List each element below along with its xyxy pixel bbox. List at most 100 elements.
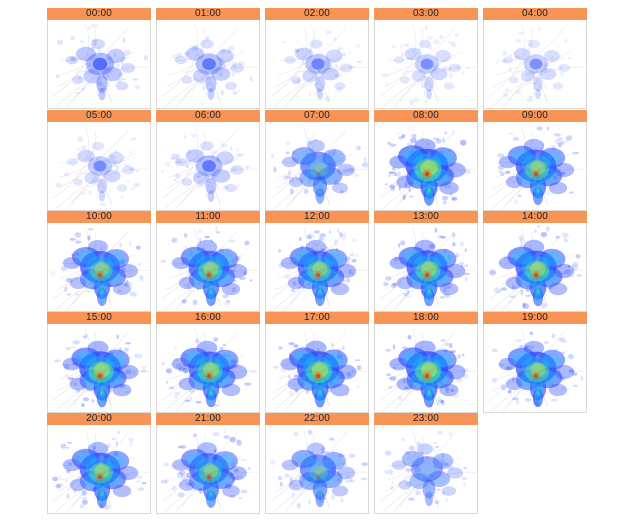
density-blob-mid	[428, 168, 450, 184]
density-blob	[548, 383, 568, 397]
density-speck	[183, 367, 189, 374]
road-line	[387, 434, 424, 467]
density-map-svg	[269, 429, 368, 513]
density-speck	[240, 489, 248, 494]
density-speck	[184, 245, 187, 249]
density-blob	[300, 151, 336, 181]
density-blob	[322, 149, 346, 167]
density-blob	[181, 449, 209, 469]
density-blob	[429, 147, 457, 169]
density-blob	[72, 75, 84, 85]
density-speck	[52, 476, 59, 482]
density-blob	[513, 48, 531, 60]
density-speck	[334, 74, 339, 78]
density-speck	[326, 64, 334, 71]
density-speck	[296, 502, 301, 509]
density-speck	[111, 159, 117, 163]
density-blob-mid	[302, 474, 318, 488]
density-speck	[135, 169, 139, 173]
density-speck	[384, 469, 389, 474]
density-speck	[170, 153, 177, 160]
density-blob	[414, 340, 436, 356]
density-speck	[576, 274, 582, 277]
density-blob	[553, 364, 575, 380]
density-core-red	[424, 272, 430, 278]
density-blob	[498, 357, 518, 371]
density-speck	[178, 470, 186, 475]
density-core-orange	[204, 270, 214, 280]
density-blob	[425, 491, 433, 507]
density-speck	[348, 65, 355, 69]
density-speck	[278, 263, 283, 268]
density-speck	[222, 64, 227, 68]
density-speck	[231, 72, 236, 77]
density-blob	[398, 347, 428, 369]
road-line	[60, 131, 97, 164]
density-speck	[404, 181, 408, 188]
density-map	[374, 20, 478, 109]
density-speck	[449, 73, 454, 77]
density-core-orange	[204, 371, 214, 381]
density-blob-mid	[305, 458, 331, 480]
density-blob	[211, 67, 231, 81]
density-map-svg	[52, 328, 150, 412]
density-core-green	[307, 260, 331, 282]
density-speck	[462, 374, 469, 379]
heatmap-panel: 09:00	[483, 110, 587, 211]
density-south-node	[427, 187, 431, 193]
density-blob	[334, 82, 346, 90]
density-speck	[409, 99, 414, 106]
density-blob-mid	[85, 356, 115, 380]
heatmap-panel: 08:00	[374, 110, 478, 211]
density-speck	[575, 254, 581, 259]
density-speck	[512, 397, 519, 401]
density-speck	[213, 448, 217, 454]
density-speck	[232, 462, 235, 469]
density-speck	[80, 144, 87, 151]
density-speck	[317, 68, 322, 74]
density-speck	[81, 497, 88, 500]
density-blob	[314, 287, 326, 307]
road-line	[161, 126, 199, 199]
density-speck	[405, 481, 408, 486]
density-speck	[213, 337, 219, 342]
density-speck	[184, 164, 188, 168]
density-speck	[106, 57, 113, 60]
heatmap-panel: 10:00	[47, 211, 151, 312]
density-blob	[520, 70, 536, 82]
density-blob	[281, 459, 299, 471]
density-speck	[451, 197, 458, 201]
density-blob	[282, 156, 298, 168]
density-speck	[113, 156, 117, 159]
density-south-node	[536, 187, 540, 193]
density-blob	[181, 76, 193, 84]
density-speck	[196, 175, 201, 178]
density-speck	[66, 292, 72, 296]
density-speck	[512, 136, 520, 141]
density-speck	[440, 236, 447, 239]
density-speck	[117, 290, 122, 293]
density-core-yellow	[203, 262, 219, 276]
density-core-orange	[205, 473, 213, 481]
density-blob-mid	[185, 452, 205, 466]
density-speck	[66, 446, 69, 450]
density-blob-mid	[521, 356, 551, 380]
road-line	[72, 184, 112, 205]
density-speck	[500, 287, 508, 291]
density-blob	[280, 357, 300, 371]
density-speck	[186, 282, 191, 289]
density-speck	[87, 26, 91, 30]
density-blob-mid	[194, 255, 224, 279]
density-map-svg	[270, 126, 368, 210]
density-blob	[113, 283, 131, 295]
density-blob	[443, 82, 455, 90]
density-map-svg	[379, 429, 477, 513]
density-speck	[236, 475, 243, 481]
density-speck	[173, 346, 177, 350]
density-speck	[438, 457, 441, 461]
density-speck	[280, 367, 286, 373]
density-map-svg	[160, 428, 259, 513]
density-speck	[391, 166, 397, 171]
density-speck	[547, 286, 553, 290]
density-speck	[104, 158, 108, 163]
